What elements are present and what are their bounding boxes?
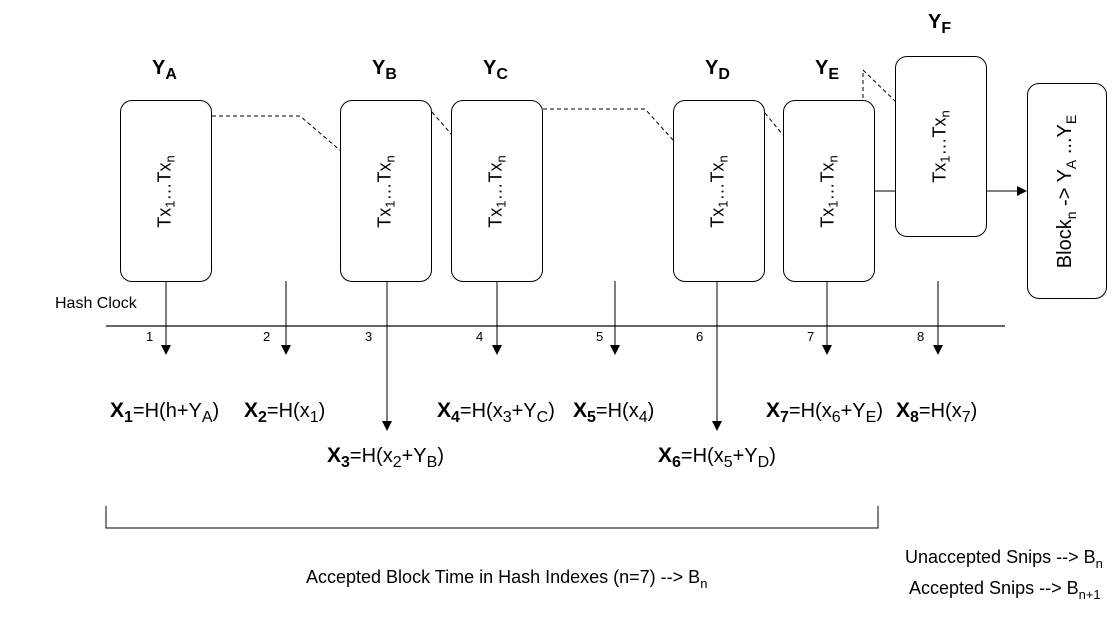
chain-link-c-d: [543, 109, 673, 140]
block-label-c: YC: [483, 58, 508, 83]
block-box-b: Tx1…Txn: [340, 100, 432, 282]
tick-6: 6: [696, 330, 703, 343]
formula-x1: X1=H(h+YA): [110, 400, 219, 426]
output-block-box: Blockn -> YA ...YE: [1027, 83, 1107, 299]
accepted-block-label: Accepted Block Time in Hash Indexes (n=7…: [306, 568, 707, 590]
chain-link-d-e: [765, 113, 783, 135]
tx-range-label: Tx1…Txn: [486, 155, 509, 227]
tick-5: 5: [596, 330, 603, 343]
block-box-f: Tx1…Txn: [895, 56, 987, 237]
block-label-f: YF: [928, 12, 951, 37]
chain-link-e-f: [863, 70, 896, 102]
block-box-d: Tx1…Txn: [673, 100, 765, 282]
block-box-a: Tx1…Txn: [120, 100, 212, 282]
block-label-e: YE: [815, 58, 839, 83]
tick-4: 4: [476, 330, 483, 343]
chain-link-b-c: [432, 112, 452, 135]
tick-7: 7: [807, 330, 814, 343]
block-box-e: Tx1…Txn: [783, 100, 875, 282]
accepted-snips-label: Accepted Snips --> Bn+1: [909, 579, 1101, 601]
formula-x7: X7=H(x6+YE): [766, 400, 883, 426]
formula-x4: X4=H(x3+YC): [437, 400, 555, 426]
output-block-label: Blockn -> YA ...YE: [1055, 114, 1080, 267]
formula-x6: X6=H(x5+YD): [658, 445, 776, 471]
tx-range-label: Tx1…Txn: [708, 155, 731, 227]
formula-x2: X2=H(x1): [244, 400, 325, 426]
unaccepted-snips-label: Unaccepted Snips --> Bn: [905, 548, 1103, 570]
tx-range-label: Tx1…Txn: [155, 155, 178, 227]
formula-x8: X8=H(x7): [896, 400, 977, 426]
tick-8: 8: [917, 330, 924, 343]
formula-x5: X5=H(x4): [573, 400, 654, 426]
tx-range-label: Tx1…Txn: [375, 155, 398, 227]
hash-clock-label: Hash Clock: [55, 296, 137, 312]
block-label-a: YA: [152, 58, 177, 83]
block-box-c: Tx1…Txn: [451, 100, 543, 282]
chain-link-a-b: [212, 116, 342, 152]
block-label-b: YB: [372, 58, 397, 83]
accepted-bracket: [106, 506, 878, 528]
tick-2: 2: [263, 330, 270, 343]
tick-1: 1: [146, 330, 153, 343]
tx-range-label: Tx1…Txn: [818, 155, 841, 227]
formula-x3: X3=H(x2+YB): [327, 445, 444, 471]
tick-3: 3: [365, 330, 372, 343]
block-label-d: YD: [705, 58, 730, 83]
tx-range-label: Tx1…Txn: [930, 110, 953, 182]
